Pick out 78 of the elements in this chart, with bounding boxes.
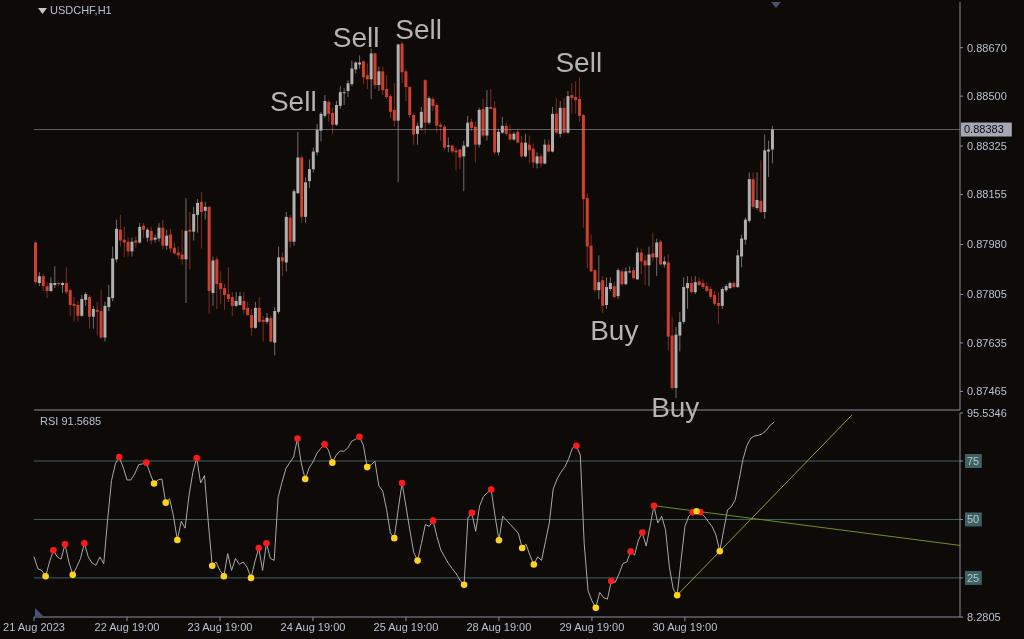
y-tick-label: 0.88155 [967,188,1007,201]
point [592,604,600,612]
candlestick [45,281,49,299]
y-tick-label: 95.5346 [967,406,1007,419]
ref-line-label: 0.88383 [964,123,1004,136]
point [115,453,123,461]
point [255,544,263,552]
point [61,540,69,548]
point [301,475,309,483]
point [693,507,700,515]
candlestick [265,312,269,325]
y-tick-label: 0.87465 [967,385,1007,398]
point [363,463,371,471]
y-tick-label: 0.87635 [967,336,1007,349]
point [391,534,398,542]
point [608,577,615,585]
point [143,459,150,466]
point [193,454,201,462]
point [356,433,363,440]
x-tick-label: 30 Aug 19:00 [652,620,718,633]
point [716,547,724,555]
annotation: Sell [555,47,603,78]
point [208,562,216,570]
y-tick-label: 0.88325 [967,139,1007,152]
point [174,536,181,544]
candlestick [701,278,705,290]
candlestick [342,87,346,106]
annotation: Buy [651,392,700,423]
y-tick-label: 0.87980 [967,238,1007,251]
chart-title: USDCHF,H1 [50,4,112,17]
candlestick [49,276,53,293]
point [468,509,476,517]
annotation: Buy [590,315,639,346]
point [495,536,503,544]
point [247,574,255,582]
point [650,502,658,509]
annotation: Sell [332,22,380,53]
point [573,442,580,450]
candlestick [234,291,238,308]
point [673,591,681,599]
y-tick-label: 0.88670 [967,41,1007,54]
annotation: Sell [269,86,317,117]
x-tick-label: 29 Aug 19:00 [559,620,625,633]
point [81,540,88,547]
point [518,544,526,552]
point [460,581,468,588]
point [329,459,336,466]
point [294,435,301,442]
chart-title: RSI 91.5685 [40,415,102,428]
x-tick-label: 28 Aug 19:00 [466,620,532,633]
candlestick [705,281,709,293]
point [530,561,538,568]
y-tick-label: 8.2805 [967,610,1001,623]
point [487,486,495,493]
x-tick-label: 22 Aug 19:00 [94,620,160,633]
x-tick-label: 21 Aug 2023 [3,620,65,633]
point [150,480,158,487]
point [321,441,328,448]
point [263,540,270,547]
point [69,571,77,579]
point [220,572,228,580]
candlestick [508,124,512,142]
x-tick-label: 24 Aug 19:00 [280,620,346,633]
point [414,557,421,564]
point [50,547,57,554]
y-tick-label: 0.87805 [967,288,1007,301]
annotation: Sell [395,14,443,45]
point [42,572,49,580]
y-tick-label: 0.88500 [967,90,1007,102]
candlestick [535,151,539,169]
x-tick-label: 25 Aug 19:00 [373,620,439,633]
point [627,548,634,555]
x-tick-label: 23 Aug 19:00 [187,620,253,633]
point [429,517,437,524]
point [162,499,170,506]
candlestick [697,276,701,287]
point [398,479,406,487]
point [639,529,646,536]
